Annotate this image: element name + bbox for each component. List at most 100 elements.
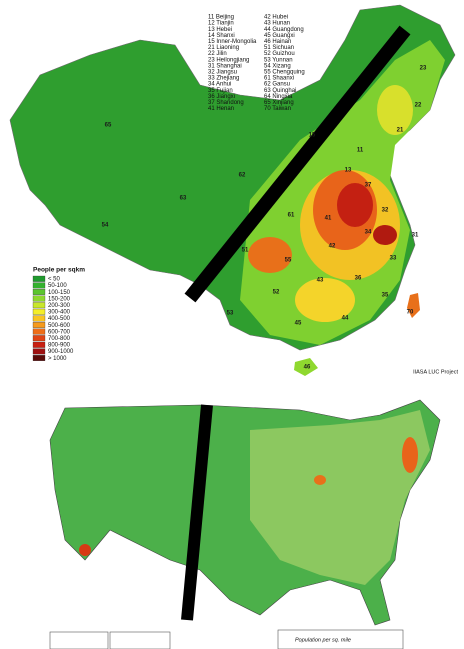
- map-label: 33: [390, 256, 397, 262]
- map-label: 54: [102, 223, 109, 229]
- map-label: 13: [345, 168, 352, 174]
- province-key-entry: 41 Henan: [208, 106, 234, 112]
- province-key-entry: 42 Hubei: [264, 15, 288, 21]
- hainan: [294, 358, 318, 376]
- province-key-entry: 51 Sichuan: [264, 45, 294, 51]
- map-label: 11: [357, 148, 364, 154]
- legend-swatch: [32, 289, 46, 295]
- map-label: 46: [304, 365, 311, 371]
- legend-label: 500-600: [48, 323, 71, 329]
- legend-swatch: [32, 355, 46, 361]
- legend-label: 100-150: [48, 290, 71, 296]
- province-key-entry: 62 Gansu: [264, 82, 290, 88]
- province-key-entry: 54 Xizang: [264, 63, 291, 69]
- province-key-entry: 22 Jilin: [208, 51, 227, 57]
- us-map: Population per sq. mile: [49, 399, 441, 649]
- legend-label: 700-800: [48, 336, 71, 342]
- province-key-entry: 36 Jiangxi: [208, 94, 235, 100]
- legend-title: People per sqkm: [33, 267, 85, 274]
- legend-swatch: [32, 295, 46, 302]
- province-key-entry: 13 Hebei: [208, 27, 232, 33]
- legend-swatch: [32, 315, 46, 322]
- province-key-entry: 32 Jiangsu: [208, 69, 237, 75]
- map-label: 31: [412, 233, 419, 239]
- inset-box: [109, 631, 171, 649]
- legend-label: < 50: [48, 277, 61, 283]
- map-label: 45: [295, 321, 302, 327]
- map-label: 63: [180, 196, 187, 202]
- province-key-entry: 63 Quinghai: [264, 88, 296, 94]
- province-key-entry: 23 Heilongjiang: [208, 57, 249, 63]
- map-label: 61: [288, 213, 295, 219]
- map-label: 22: [415, 103, 422, 109]
- province-key-entry: 31 Shanghai: [208, 63, 242, 69]
- us-legend-title: Population per sq. mile: [295, 637, 351, 643]
- map-label: 65: [105, 123, 112, 129]
- map-labels: 65 54 63 62 23 22 21 15 11 13 37 61 41 3…: [102, 66, 427, 371]
- map-label: 42: [329, 244, 336, 250]
- province-key-entry: 45 Guangxi: [264, 33, 295, 39]
- province-key-entry: 35 Fujian: [208, 88, 233, 94]
- map-label: 62: [239, 173, 246, 179]
- credit: IIASA LUC Project: [413, 369, 458, 375]
- legend-label: 150-200: [48, 296, 71, 302]
- legend-label: 800-900: [48, 343, 71, 349]
- province-key-entry: 11 Beijing: [208, 15, 234, 21]
- province-key-entry: 65 Xinjiang: [264, 100, 294, 106]
- map-label: 21: [397, 128, 404, 134]
- legend-label: 400-500: [48, 316, 71, 322]
- taiwan: [407, 293, 420, 318]
- legend-swatch: [32, 348, 46, 355]
- legend-swatch: [32, 308, 46, 315]
- province-key-entry: 53 Yunnan: [264, 57, 293, 63]
- province-key-entry: 55 Chengquing: [264, 69, 305, 75]
- map-label: 44: [342, 316, 349, 322]
- province-key-entry: 43 Hunan: [264, 21, 290, 27]
- density-zone: [373, 225, 397, 245]
- legend-box: [277, 629, 404, 649]
- province-key-entry: 14 Shanxi: [208, 33, 235, 39]
- province-key-entry: 44 Guangdong: [264, 27, 304, 33]
- legend-swatch: [32, 328, 46, 335]
- province-key-entry: 37 Shandong: [208, 100, 244, 106]
- density-zone: [79, 544, 91, 556]
- map-label: 36: [355, 276, 362, 282]
- province-key-entry: 33 Zhejiang: [208, 76, 239, 82]
- map-label: 43: [317, 278, 324, 284]
- legend-label: 50-100: [48, 283, 67, 289]
- province-key-entry: 70 Taiwan: [264, 106, 291, 112]
- density-zone: [314, 475, 326, 485]
- density-zone: [248, 237, 292, 273]
- legend-label: 600-700: [48, 329, 71, 335]
- legend-label: > 1000: [48, 356, 67, 362]
- province-key-entry: 34 Anhui: [208, 82, 231, 88]
- map-label: 37: [365, 183, 372, 189]
- inset-box: [49, 631, 109, 649]
- legend-swatch: [32, 335, 46, 342]
- density-legend: People per sqkm < 5050-100100-150150-200…: [32, 267, 85, 362]
- province-key-entry: 61 Shaanxi: [264, 76, 294, 82]
- legend-label: 900-1000: [48, 349, 74, 355]
- density-zone: [377, 85, 413, 135]
- province-key-entry: 64 Ningxia: [264, 94, 293, 100]
- province-key-entry: 21 Liaoning: [208, 45, 239, 51]
- province-key-entry: 46 Hainan: [264, 39, 291, 45]
- map-label: 51: [242, 248, 249, 254]
- legend-swatch: [32, 302, 46, 309]
- density-zone: [402, 437, 418, 473]
- map-label: 34: [365, 230, 372, 236]
- map-label: 52: [273, 290, 280, 296]
- legend-label: 200-300: [48, 303, 71, 309]
- divider-line: [181, 404, 213, 621]
- map-label: 32: [382, 208, 389, 214]
- divider-line: [184, 25, 411, 303]
- province-key-entry: 52 Guizhou: [264, 51, 295, 57]
- map-label: 23: [420, 66, 427, 72]
- legend-label: 300-400: [48, 310, 71, 316]
- map-label: 70: [407, 310, 414, 316]
- map-label: 35: [382, 293, 389, 299]
- density-zone: [295, 278, 355, 322]
